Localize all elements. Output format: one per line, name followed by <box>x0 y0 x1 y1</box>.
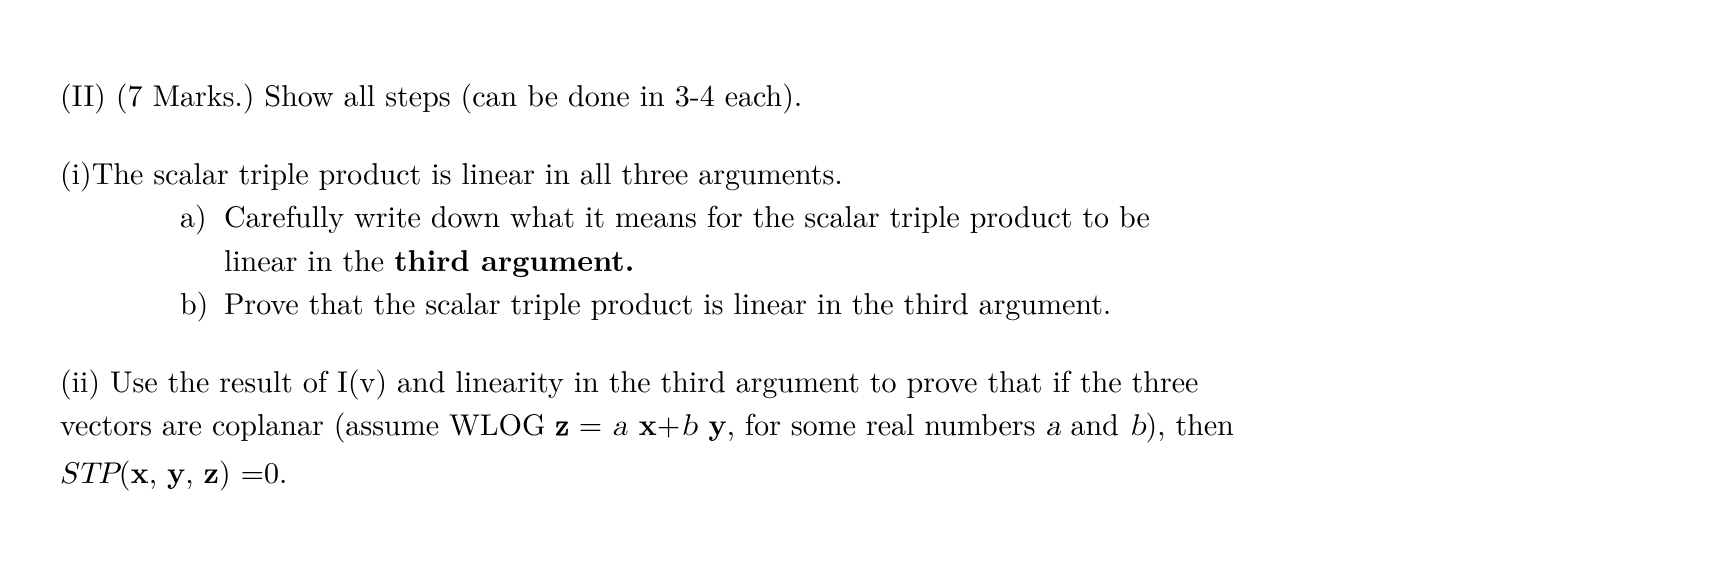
part-i-a-line2: linear in the third argument. <box>224 237 1650 281</box>
part-i-intro-text: The scalar triple product is linear in a… <box>92 150 843 193</box>
eq-eq: = <box>569 401 612 444</box>
part-i-b-text: Prove that the scalar triple product is … <box>224 280 1111 323</box>
header-text: (II) (7 Marks.) Show all steps (can be d… <box>60 72 802 115</box>
part-i-a-line1: Carefully write down what it means for t… <box>224 193 1650 237</box>
part-ii-line2-post: , for some real numbers <box>727 401 1046 444</box>
eq-y: y <box>697 401 727 444</box>
stp-c1: , <box>149 449 167 492</box>
part-i-b-body: Prove that the scalar triple product is … <box>224 280 1650 324</box>
var-b: b <box>1129 411 1146 441</box>
part-i-a-marker: a) <box>180 193 224 237</box>
question-header: (II) (7 Marks.) Show all steps (can be d… <box>60 72 1650 116</box>
stp-zero: 0. <box>264 449 287 492</box>
part-ii-line2: vectors are coplanar (assume WLOG z = a … <box>60 401 1650 449</box>
part-i-b: b) Prove that the scalar triple product … <box>180 280 1650 324</box>
part-i-marker: (i) <box>60 150 92 193</box>
stp-x: x <box>130 449 148 492</box>
stp-expression: STP(x, y, z) =0. <box>60 449 287 492</box>
stp-s: S <box>60 459 77 489</box>
part-i-a-line2-pre: linear in the <box>224 237 394 280</box>
part-i-a-body: Carefully write down what it means for t… <box>224 193 1650 280</box>
stp-y: y <box>167 449 185 492</box>
eq-z: z <box>555 411 568 441</box>
part-ii-line2-end: ), then <box>1145 401 1233 444</box>
var-a: a <box>1045 411 1060 441</box>
and-text: and <box>1060 401 1128 444</box>
part-ii-line1: (ii) Use the result of I(v) and linearit… <box>60 358 1650 402</box>
stp-z: z <box>204 449 219 492</box>
part-ii-line2-pre: vectors are coplanar (assume WLOG <box>60 401 555 444</box>
stp-close: ) <box>219 449 241 492</box>
part-ii: (ii) Use the result of I(v) and linearit… <box>60 358 1650 497</box>
part-i-subitems: a) Carefully write down what it means fo… <box>60 193 1650 324</box>
eq-b: b <box>680 411 697 441</box>
part-i-a: a) Carefully write down what it means fo… <box>180 193 1650 280</box>
stp-p: P <box>98 459 118 489</box>
eq-a: a <box>612 411 627 441</box>
part-ii-equation: z = a x+b y <box>555 401 726 444</box>
stp-open: ( <box>119 449 131 492</box>
part-i-intro: (i)The scalar triple product is linear i… <box>60 150 1650 194</box>
stp-eq: = <box>241 449 264 492</box>
exam-question-page: (II) (7 Marks.) Show all steps (can be d… <box>0 0 1710 570</box>
eq-plus: + <box>657 401 680 444</box>
part-i-b-marker: b) <box>180 280 224 324</box>
part-i: (i)The scalar triple product is linear i… <box>60 150 1650 324</box>
stp-t: T <box>77 459 99 489</box>
stp-c2: , <box>185 449 203 492</box>
part-ii-line3: STP(x, y, z) =0. <box>60 449 1650 497</box>
part-i-a-line2-bold: third argument. <box>394 237 634 280</box>
eq-x: x <box>627 401 657 444</box>
